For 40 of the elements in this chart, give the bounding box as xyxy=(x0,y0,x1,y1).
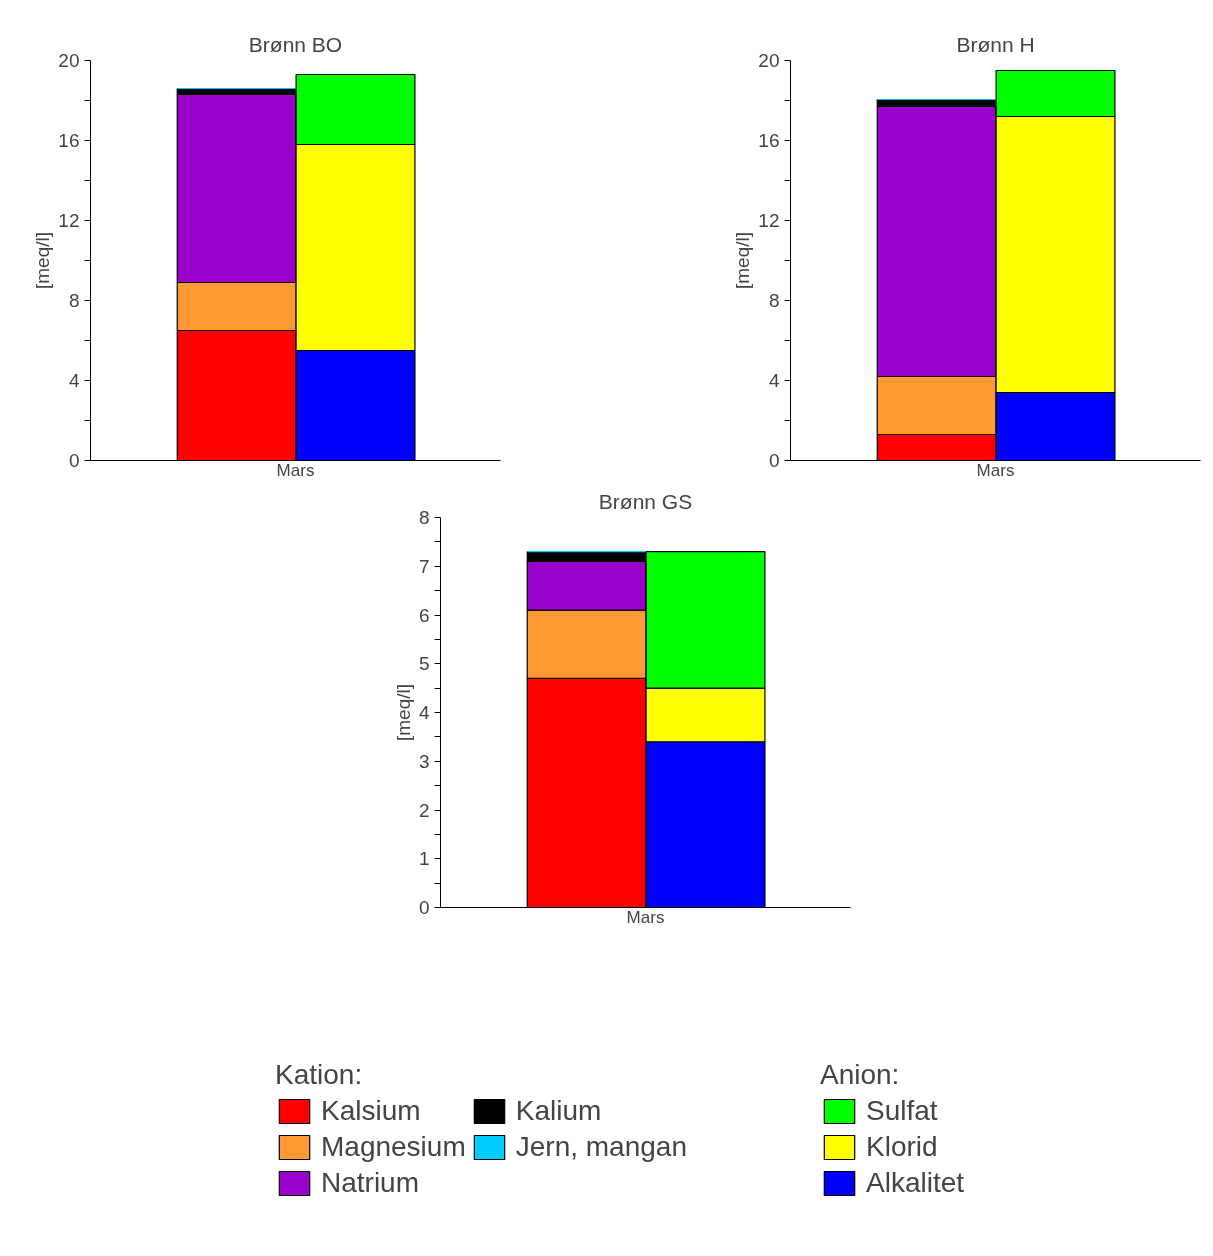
y-tick-label: 7 xyxy=(418,555,430,577)
legend-label: Natrium xyxy=(321,1167,420,1199)
y-tick-label: 16 xyxy=(758,130,780,151)
legend-label: Kalsium xyxy=(321,1095,421,1127)
y-tick-label: 8 xyxy=(418,507,430,528)
y-tick-label: 4 xyxy=(68,370,80,391)
chart-title: Brønn BO xyxy=(248,32,343,56)
y-axis-title: [meq/l] xyxy=(32,231,54,290)
x-axis-title: Mars xyxy=(276,460,315,480)
y-tick-label: 6 xyxy=(418,604,430,626)
y-tick-label: 2 xyxy=(418,799,430,821)
y-tick-label: 5 xyxy=(418,653,430,675)
legend-label: Kalium xyxy=(515,1095,602,1127)
legend-label: Klorid xyxy=(866,1131,938,1163)
y-tick-label: 12 xyxy=(758,210,780,231)
legend-title: Kation: xyxy=(275,1059,364,1091)
y-tick-label: 20 xyxy=(758,50,780,71)
y-tick-label: 0 xyxy=(68,450,80,471)
x-axis-title: Mars xyxy=(626,907,665,927)
chart-title: Brønn GS xyxy=(598,489,693,513)
y-tick-label: 4 xyxy=(418,702,430,723)
y-tick-label: 8 xyxy=(68,290,80,311)
y-tick-label: 12 xyxy=(58,210,80,231)
y-axis-title: [meq/l] xyxy=(392,683,414,742)
y-tick-label: 4 xyxy=(768,370,780,391)
y-axis-title: [meq/l] xyxy=(732,231,754,290)
y-tick-label: 0 xyxy=(418,897,430,918)
x-axis-title: Mars xyxy=(976,460,1015,480)
legend-label: Sulfat xyxy=(866,1095,938,1127)
legend-label: Jern, mangan xyxy=(515,1131,687,1163)
y-tick-label: 20 xyxy=(58,50,80,71)
chart-title: Brønn H xyxy=(956,32,1035,56)
text: Anion: xyxy=(820,1059,901,1091)
y-tick-label: 1 xyxy=(418,848,430,870)
legend-label: Alkalitet xyxy=(866,1167,965,1199)
y-tick-label: 16 xyxy=(58,130,80,151)
y-tick-label: 8 xyxy=(768,290,780,311)
legend-label: Magnesium xyxy=(321,1131,466,1163)
y-tick-label: 0 xyxy=(768,450,780,471)
y-tick-label: 3 xyxy=(418,750,430,772)
